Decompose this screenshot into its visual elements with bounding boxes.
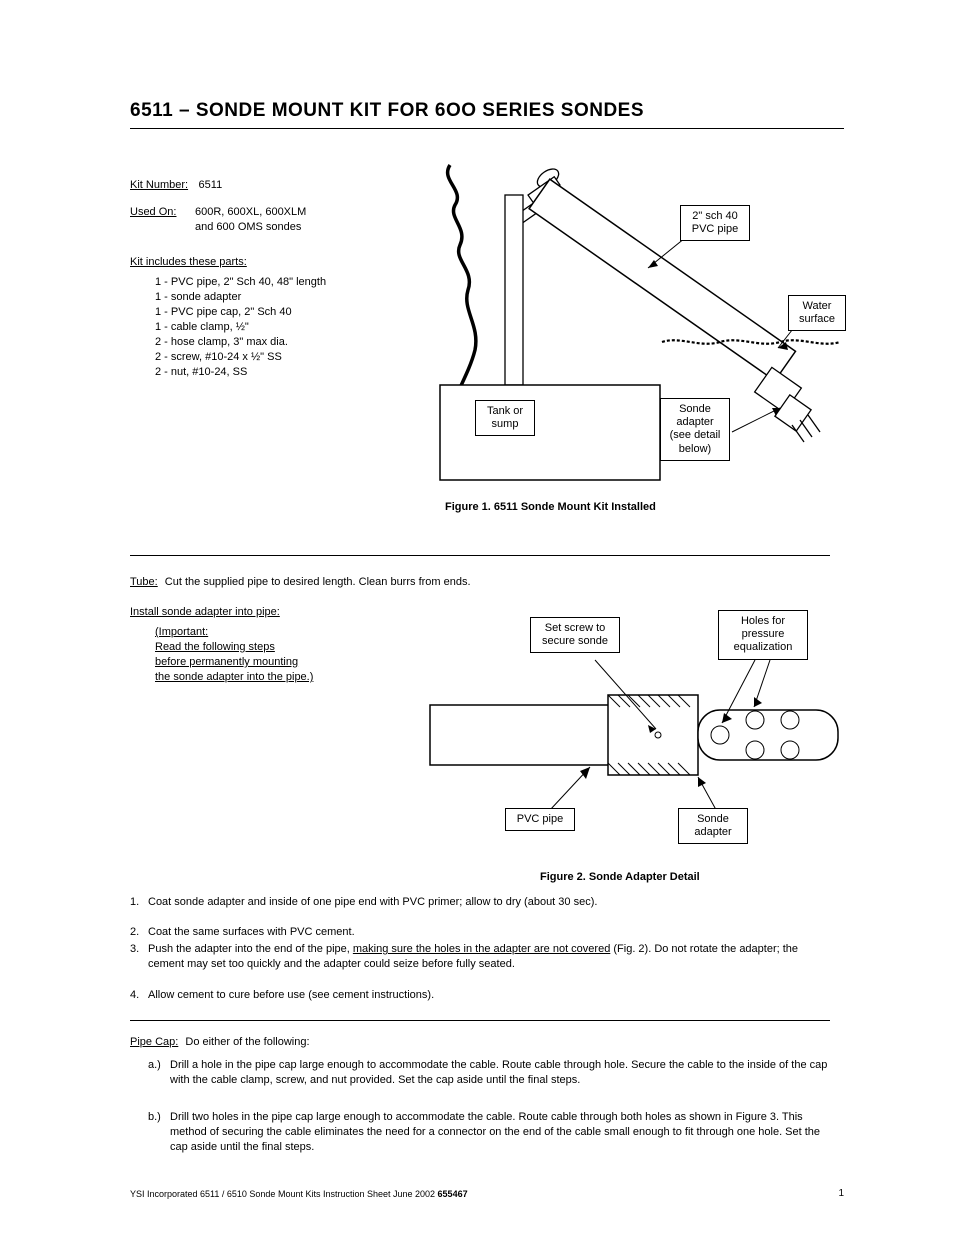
fig1-tank-label-text: Tank or sump <box>487 405 523 430</box>
fig1-pipe-label: 2" sch 40 PVC pipe <box>680 205 750 241</box>
adapter-header: Install sonde adapter into pipe: <box>130 605 280 620</box>
pipecap-b-text: Drill two holes in the pipe cap large en… <box>170 1110 830 1155</box>
fig1-pipe-label-text: 2" sch 40 PVC pipe <box>692 210 738 235</box>
step3-num: 3. <box>130 942 139 957</box>
fig2-pipe-label: PVC pipe <box>505 808 575 831</box>
divider-2 <box>130 1020 830 1021</box>
parts-header: Kit includes these parts: <box>130 255 247 270</box>
page-title: 6511 – SONDE MOUNT KIT FOR 6OO SERIES SO… <box>130 100 844 129</box>
pipecap-a-text: Drill a hole in the pipe cap large enoug… <box>170 1058 830 1088</box>
parts-4: 2 - hose clamp, 3" max dia. <box>155 335 288 350</box>
used-on-line1: 600R, 600XL, 600XLM <box>195 205 306 220</box>
doc-footer-text: YSI Incorporated 6511 / 6510 Sonde Mount… <box>130 1189 438 1199</box>
used-on-label: Used On: <box>130 205 176 220</box>
fig1-water-label-text: Water surface <box>799 300 835 325</box>
step3b: making sure the holes in the adapter are… <box>353 943 610 955</box>
page-number: 1 <box>838 1188 844 1199</box>
step2-text: Coat the same surfaces with PVC cement. <box>148 925 828 940</box>
fig2-setscrew-text: Set screw to secure sonde <box>542 622 608 647</box>
parts-1: 1 - sonde adapter <box>155 290 241 305</box>
parts-5: 2 - screw, #10-24 x ½" SS <box>155 350 282 365</box>
fig1-tank-label: Tank or sump <box>475 400 535 436</box>
fig2-holes-label: Holes for pressure equalization <box>718 610 808 660</box>
kit-number-label: Kit Number: <box>130 179 188 191</box>
fig1-water-label: Water surface <box>788 295 846 331</box>
tube-heading-text: Cut the supplied pipe to desired length.… <box>165 576 471 588</box>
figure-1: 2" sch 40 PVC pipe Water surface Tank or… <box>420 150 850 520</box>
step4-num: 4. <box>130 988 139 1003</box>
figure-2: Set screw to secure sonde Holes for pres… <box>420 595 850 865</box>
fig2-setscrew-label: Set screw to secure sonde <box>530 617 620 653</box>
doc-footer-code: 655467 <box>438 1189 468 1199</box>
pipecap-a-label: a.) <box>148 1058 161 1073</box>
step2-num: 2. <box>130 925 139 940</box>
step4-text: Allow cement to cure before use (see cem… <box>148 988 828 1003</box>
adapter-important-2: the sonde adapter into the pipe.) <box>155 670 313 685</box>
step1-text: Coat sonde adapter and inside of one pip… <box>148 895 828 910</box>
fig2-holes-text: Holes for pressure equalization <box>734 615 793 653</box>
tube-heading: Tube: Cut the supplied pipe to desired l… <box>130 575 471 590</box>
figure-1-caption: Figure 1. 6511 Sonde Mount Kit Installed <box>445 500 656 515</box>
adapter-important-label-text: (Important: <box>155 626 208 638</box>
adapter-important-0: Read the following steps <box>155 640 275 655</box>
step3a: Push the adapter into the end of the pip… <box>148 943 353 955</box>
used-on-line2: and 600 OMS sondes <box>195 220 301 235</box>
step1-num: 1. <box>130 895 139 910</box>
pipecap-heading-label: Pipe Cap: <box>130 1036 178 1048</box>
fig1-adapter-label-text: Sonde adapter (see detail below) <box>670 403 721 455</box>
divider-1 <box>130 555 830 556</box>
adapter-important-1: before permanently mounting <box>155 655 298 670</box>
tube-heading-label: Tube: <box>130 576 158 588</box>
fig1-adapter-label: Sonde adapter (see detail below) <box>660 398 730 461</box>
parts-0: 1 - PVC pipe, 2" Sch 40, 48" length <box>155 275 326 290</box>
intro-block: Kit Number: 6511 <box>130 175 440 193</box>
parts-3: 1 - cable clamp, ½" <box>155 320 249 335</box>
figure-1-svg <box>420 150 850 520</box>
figure-2-caption: Figure 2. Sonde Adapter Detail <box>540 870 700 885</box>
kit-number-value: 6511 <box>199 179 223 191</box>
doc-footer: YSI Incorporated 6511 / 6510 Sonde Mount… <box>130 1188 468 1200</box>
adapter-important-label: (Important: <box>155 625 208 640</box>
fig2-adapter-text: Sonde adapter <box>694 813 731 838</box>
pipecap-heading-text: Do either of the following: <box>185 1036 309 1048</box>
step3-text: Push the adapter into the end of the pip… <box>148 942 828 972</box>
pipecap-heading: Pipe Cap: Do either of the following: <box>130 1035 310 1050</box>
fig2-adapter-label: Sonde adapter <box>678 808 748 844</box>
parts-2: 1 - PVC pipe cap, 2" Sch 40 <box>155 305 292 320</box>
page: 6511 – SONDE MOUNT KIT FOR 6OO SERIES SO… <box>0 0 954 1235</box>
fig2-pipe-text: PVC pipe <box>517 813 563 825</box>
pipecap-b-label: b.) <box>148 1110 161 1125</box>
parts-6: 2 - nut, #10-24, SS <box>155 365 247 380</box>
